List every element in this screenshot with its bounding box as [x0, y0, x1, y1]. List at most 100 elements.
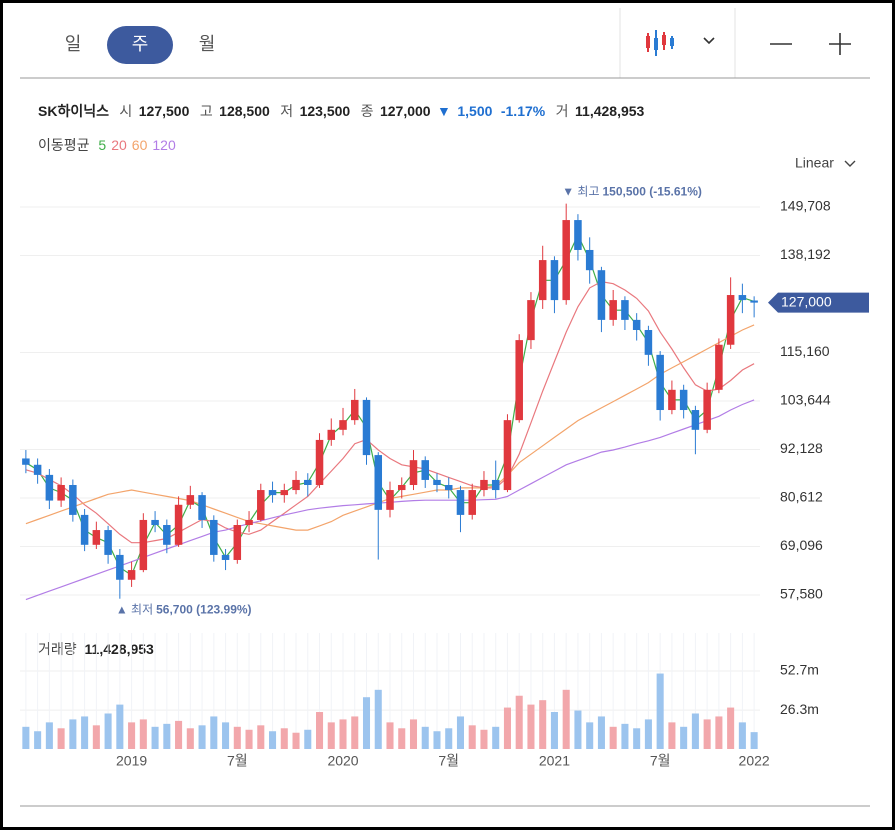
volume-bar	[104, 713, 112, 749]
volume-bar	[34, 731, 42, 749]
label: 종	[361, 103, 374, 119]
candle-body	[715, 344, 723, 390]
y-tick-label: 138,192	[780, 246, 831, 262]
tab-day[interactable]: 일	[65, 34, 82, 54]
y-tick-label: 92,128	[780, 440, 823, 456]
candle-body	[104, 530, 112, 555]
legend-entry: 5	[98, 137, 106, 153]
volume-bar	[139, 719, 147, 749]
x-tick-label: 2019	[116, 753, 147, 769]
volume-bar	[316, 712, 324, 749]
volume-bar	[163, 723, 171, 749]
chevron[interactable]	[844, 160, 856, 167]
candle-body	[186, 495, 195, 505]
volume-bar	[269, 731, 277, 749]
volume-current: 11,428,953	[85, 641, 155, 657]
price-tag	[768, 292, 869, 313]
candle-body	[292, 479, 300, 491]
value: 127,000	[380, 103, 431, 119]
candle-body	[691, 410, 700, 430]
candle-body	[245, 519, 253, 526]
candle-body	[644, 329, 653, 355]
candle-body	[503, 420, 512, 491]
volume-bar	[45, 722, 53, 749]
candle-body	[22, 458, 30, 465]
candle-body	[585, 249, 594, 271]
candle-body	[151, 519, 159, 526]
chevron[interactable]	[703, 37, 715, 45]
candle-body	[362, 399, 371, 456]
candle-body	[57, 484, 65, 501]
label: 거	[556, 103, 569, 119]
ma-line	[25, 280, 755, 544]
tab-active-bg[interactable]	[107, 26, 173, 64]
volume-header: 거래량 11,428,953	[38, 641, 154, 657]
chart-type-icon[interactable]	[646, 30, 674, 56]
annotation: ▲ 최저 56,700 (123.99%)	[116, 603, 252, 617]
volume-bar	[680, 726, 688, 749]
zoom-in[interactable]	[829, 33, 851, 55]
scale-menu[interactable]: Linear	[795, 155, 834, 171]
candle-body	[421, 460, 429, 480]
volume-bar	[386, 722, 394, 749]
volume-bar	[492, 726, 500, 749]
candle-body	[750, 300, 758, 303]
volume-bar	[233, 726, 241, 749]
quote-header: SK하이닉스 시 127,500 고 128,500 저 123,500 종 1…	[38, 103, 645, 121]
label: 시	[119, 103, 132, 119]
volume-bar	[433, 731, 441, 749]
x-tick-label: 7월	[227, 753, 248, 769]
candle-body	[174, 504, 183, 545]
candle-body	[726, 295, 735, 345]
volume-bar	[738, 722, 746, 749]
candle-body	[268, 490, 277, 496]
candle-body	[139, 519, 148, 571]
value: 123,500	[300, 103, 351, 119]
stock-name: SK하이닉스	[38, 103, 109, 119]
candle-body	[386, 490, 394, 510]
y-tick-label: 52.7m	[780, 662, 819, 678]
candle-body	[550, 260, 559, 301]
candle-body	[562, 220, 570, 301]
volume-bar	[480, 729, 488, 749]
volume-bar	[69, 719, 77, 749]
volume-bar	[421, 726, 429, 749]
candle-body	[80, 514, 89, 545]
volume-bar	[280, 728, 288, 749]
volume-bar	[468, 725, 476, 749]
annotation-label: ▼ 최고	[562, 185, 599, 199]
volume-title: 거래량	[38, 641, 77, 657]
volume-bar	[562, 689, 570, 749]
volume-bar	[668, 722, 676, 749]
volume-bar	[398, 728, 406, 749]
legend-entry: 120	[152, 137, 176, 153]
volume-bar	[750, 732, 758, 749]
volume-bar	[245, 729, 253, 749]
volume-bar	[609, 726, 617, 749]
candle-body	[574, 220, 582, 250]
y-tick-label: 26.3m	[780, 701, 819, 717]
volume-bar	[186, 728, 194, 749]
volume-bar	[222, 722, 230, 749]
volume-bar	[586, 722, 594, 749]
volume-bar	[703, 719, 711, 749]
tab-month[interactable]: 월	[199, 34, 216, 54]
volume-bar	[327, 722, 335, 749]
candle-body	[433, 479, 441, 485]
ma-title: 이동평균	[38, 137, 90, 153]
candle-body	[621, 300, 629, 320]
volume-bar	[339, 719, 347, 749]
value: 127,500	[139, 103, 190, 119]
x-tick-label: 7월	[650, 753, 671, 769]
volume-bar	[621, 723, 629, 749]
volume-bar	[374, 689, 382, 749]
volume-bar	[257, 725, 265, 749]
volume-bar	[92, 725, 100, 749]
y-tick-label: 149,708	[780, 198, 831, 214]
volume-bar	[550, 712, 558, 749]
tab-week[interactable]: 주	[132, 34, 149, 54]
y-tick-label: 80,612	[780, 489, 823, 505]
volume-bar	[527, 704, 535, 749]
candle-body	[45, 474, 54, 501]
